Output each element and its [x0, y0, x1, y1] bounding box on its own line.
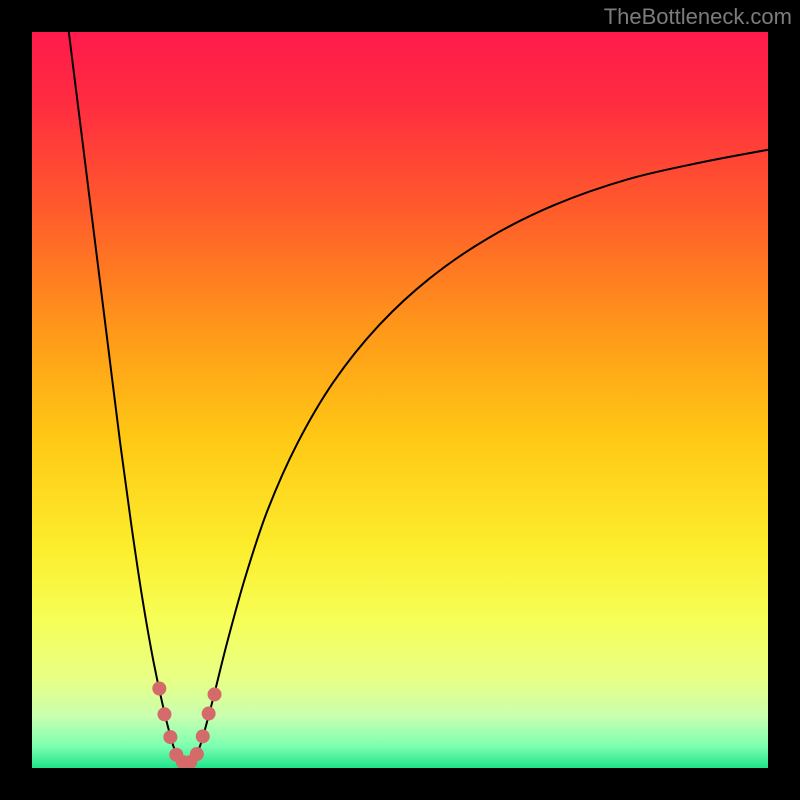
- plot-svg: [32, 32, 768, 768]
- marker-dot: [202, 707, 216, 721]
- gradient-background: [32, 32, 768, 768]
- marker-dot: [190, 747, 204, 761]
- marker-dot: [163, 730, 177, 744]
- marker-dot: [208, 687, 222, 701]
- chart-canvas: TheBottleneck.com: [0, 0, 800, 800]
- watermark-text: TheBottleneck.com: [604, 4, 792, 30]
- plot-area: [32, 32, 768, 768]
- marker-dot: [196, 729, 210, 743]
- marker-dot: [157, 707, 171, 721]
- marker-dot: [152, 682, 166, 696]
